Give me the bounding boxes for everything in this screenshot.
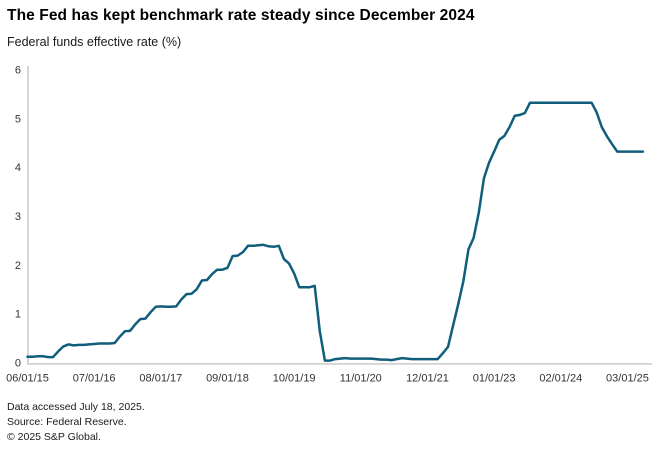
- y-tick-label: 1: [15, 309, 21, 321]
- x-tick-label: 09/01/18: [206, 373, 249, 385]
- y-tick-label: 4: [15, 162, 21, 174]
- chart-footer: Data accessed July 18, 2025. Source: Fed…: [7, 400, 145, 445]
- chart-title: The Fed has kept benchmark rate steady s…: [7, 7, 475, 24]
- rate-line-series: [26, 101, 645, 362]
- y-tick-label: 2: [15, 260, 21, 272]
- x-tick-label: 12/01/21: [406, 373, 449, 385]
- footer-data-accessed: Data accessed July 18, 2025.: [7, 401, 145, 413]
- x-tick-label: 07/01/16: [73, 373, 116, 385]
- x-tick-label: 10/01/19: [273, 373, 316, 385]
- y-tick-label: 3: [15, 211, 21, 223]
- y-tick-label: 5: [15, 113, 21, 125]
- x-tick-label: 03/01/25: [606, 373, 649, 385]
- x-tick-label: 06/01/15: [6, 373, 49, 385]
- footer-source: Source: Federal Reserve.: [7, 416, 127, 428]
- x-tick-label: 08/01/17: [139, 373, 182, 385]
- footer-copyright: © 2025 S&P Global.: [7, 431, 101, 443]
- x-tick-label: 02/01/24: [539, 373, 582, 385]
- y-tick-label: 6: [15, 65, 21, 77]
- y-tick-label: 0: [15, 358, 21, 370]
- chart-subtitle: Federal funds effective rate (%): [7, 35, 182, 49]
- x-tick-label: 01/01/23: [473, 373, 516, 385]
- x-tick-label: 11/01/20: [340, 373, 382, 385]
